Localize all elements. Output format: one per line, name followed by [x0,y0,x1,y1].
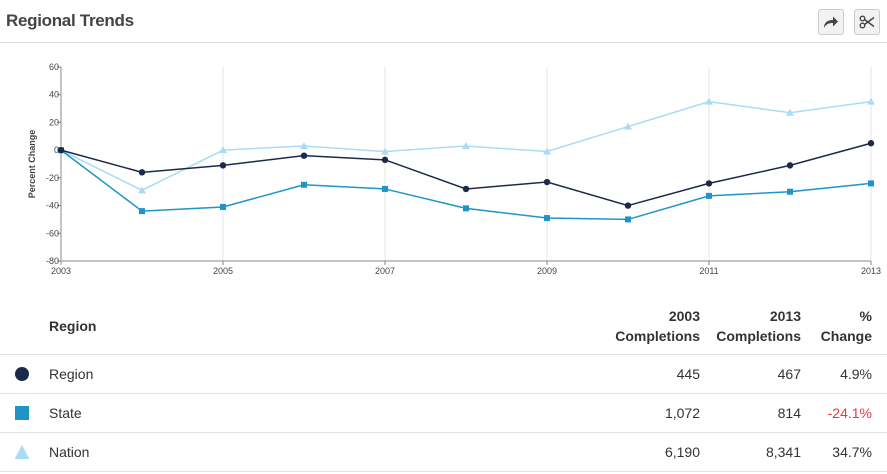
data-point [868,180,874,187]
data-point [625,216,631,223]
chart-axes: 2003 2005 2007 2009 2011 2013 60 40 20 0 -20 -40 -60… [27,62,881,276]
table-row: Nation 6,190 8,341 34.7% [0,432,887,472]
data-point [544,215,550,222]
data-point [787,188,793,195]
data-point [219,162,227,169]
data-point [786,162,794,169]
chart-grid [222,67,872,261]
data-point [301,181,307,188]
row-change: 34.7% [832,444,872,460]
row-change: -24.1% [827,405,872,421]
data-point [543,147,551,155]
data-point [463,205,469,212]
share-arrow-icon [824,16,838,28]
row-name: State [49,405,82,421]
row-2003: 445 [676,366,700,382]
circle-marker-icon [15,367,29,381]
data-point [786,108,794,116]
square-marker-icon [15,406,29,420]
y-tick-label: 40 [49,90,59,100]
y-tick-label: -40 [46,201,59,211]
y-tick-label: -80 [46,256,59,266]
row-2013: 467 [777,366,801,382]
data-point [705,97,713,105]
row-name: Nation [49,444,90,460]
row-name: Region [49,366,94,382]
data-point [624,122,632,130]
y-tick-label: 20 [49,117,59,127]
data-point [138,169,146,176]
data-point [139,208,145,215]
completions-table: Region 2003 Completions 2013 Completions… [0,300,887,472]
data-point [138,186,146,194]
data-point [300,141,308,149]
header-2003-completions: 2003 Completions [615,308,700,344]
y-tick-label: -60 [46,228,59,238]
scissors-icon [859,15,875,29]
data-point [867,97,875,105]
y-tick-label: 0 [54,145,59,155]
header-divider [0,42,887,43]
chart-series [57,97,875,223]
header-2013-completions: 2013 Completions [716,308,801,344]
x-tick-label: 2009 [537,266,557,276]
data-point [705,180,713,187]
x-tick-label: 2003 [51,266,71,276]
data-point [624,202,632,209]
scissors-button[interactable] [854,9,880,35]
row-2003: 1,072 [664,405,700,421]
y-tick-label: 60 [49,62,59,72]
row-change: 4.9% [840,366,872,382]
table-row: State 1,072 814 -24.1% [0,393,887,432]
x-tick-label: 2007 [375,266,395,276]
series-line-region [60,142,872,207]
data-point [382,185,388,192]
data-point [543,178,551,186]
y-axis-label: Percent Change [27,130,37,199]
x-tick-label: 2013 [861,266,881,276]
row-2013: 814 [777,405,801,421]
panel-header: Regional Trends [0,0,887,44]
header-percent-change: % Change [820,308,872,344]
x-tick-label: 2011 [699,266,718,276]
table-row: Region 445 467 4.9% [0,354,887,393]
trend-chart: 2003 2005 2007 2009 2011 2013 60 40 20 0 -20 -40 -60… [27,62,881,276]
data-point [220,203,226,210]
share-button[interactable] [818,9,844,35]
data-point [219,146,227,154]
panel-title: Regional Trends [6,11,134,30]
header-region: Region [49,318,97,334]
data-point [381,147,389,155]
data-point [57,146,65,154]
data-point [706,192,712,199]
y-tick-label: -20 [46,173,59,183]
x-tick-label: 2005 [213,266,233,276]
row-2013: 8,341 [765,444,801,460]
data-point [300,152,308,159]
data-point [381,156,389,164]
data-point [867,140,875,147]
table-header: Region 2003 Completions 2013 Completions… [0,300,887,354]
data-point [462,185,470,193]
row-2003: 6,190 [664,444,700,460]
data-point [462,141,470,149]
triangle-marker-icon [14,445,30,459]
